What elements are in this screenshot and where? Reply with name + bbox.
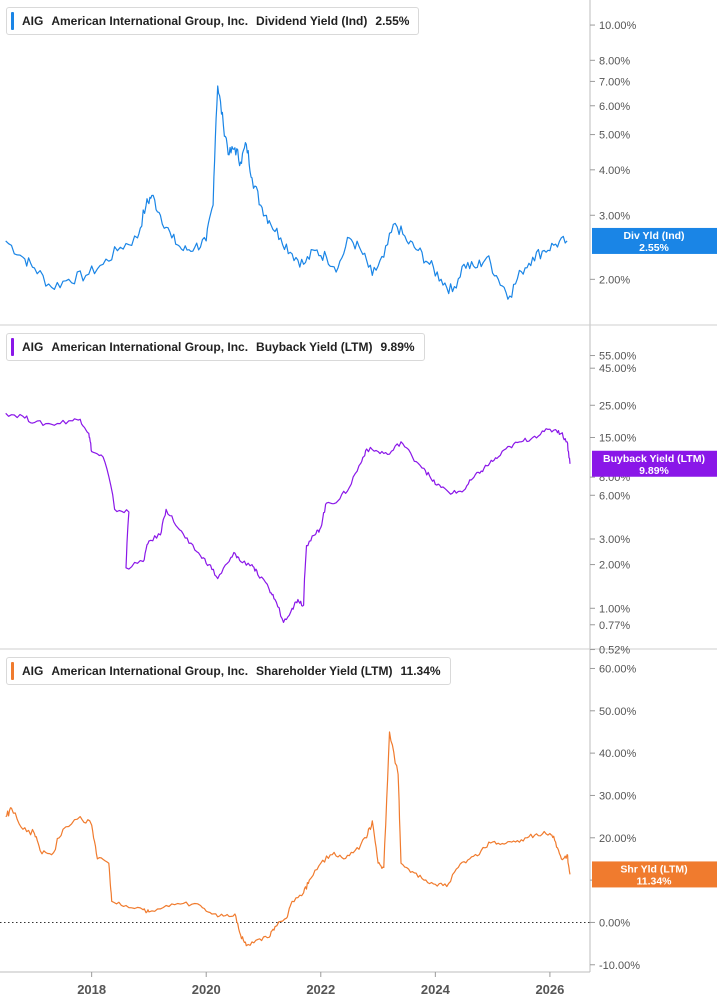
badge-series-value: 2.55% bbox=[639, 242, 669, 254]
x-tick-label: 2020 bbox=[192, 982, 221, 997]
legend-dividend-yield: AIG American International Group, Inc. D… bbox=[6, 7, 420, 35]
y-tick-label: 55.00% bbox=[599, 351, 637, 363]
y-tick-label: 15.00% bbox=[599, 432, 637, 444]
y-tick-label: 2.00% bbox=[599, 274, 630, 286]
y-tick-label: 5.00% bbox=[599, 130, 630, 142]
legend-metric: Shareholder Yield (LTM) bbox=[256, 664, 393, 678]
y-tick-label: 4.00% bbox=[599, 165, 630, 177]
legend-metric: Dividend Yield (Ind) bbox=[256, 14, 368, 28]
last-value-badge bbox=[592, 861, 717, 888]
y-tick-label: 3.00% bbox=[599, 534, 630, 546]
y-tick-label: 7.00% bbox=[599, 76, 630, 88]
legend-value: 2.55% bbox=[375, 14, 410, 28]
legend-ticker: AIG bbox=[22, 14, 44, 28]
y-tick-label: 2.00% bbox=[599, 560, 630, 572]
dividend-yield-panel: 10.00% 8.00% 7.00% 6.00% 5.00% 4.00% 3.00% 2.00… bbox=[5, 20, 717, 300]
y-tick-label: 60.00% bbox=[599, 663, 637, 675]
y-tick-label: 45.00% bbox=[599, 363, 637, 375]
legend-color-swatch bbox=[11, 12, 14, 30]
x-axis: 2018 2020 2022 2024 2026 bbox=[77, 972, 564, 997]
legend-ticker: AIG bbox=[22, 664, 44, 678]
badge-series-value: 11.34% bbox=[636, 875, 672, 887]
badge-series-name: Buyback Yield (LTM) bbox=[603, 453, 705, 465]
y-tick-label: 20.00% bbox=[599, 833, 637, 845]
legend-company: American International Group, Inc. bbox=[51, 664, 249, 678]
x-tick-label: 2018 bbox=[77, 982, 106, 997]
y-tick-label: 40.00% bbox=[599, 748, 637, 760]
series-line bbox=[5, 412, 571, 623]
y-tick-label: 0.52% bbox=[599, 645, 630, 657]
last-value-badge bbox=[592, 450, 717, 477]
legend-color-swatch bbox=[11, 662, 14, 680]
series-line bbox=[5, 85, 568, 300]
legend-shareholder-yield: AIG American International Group, Inc. S… bbox=[6, 657, 451, 685]
badge-series-value: 9.89% bbox=[639, 465, 669, 477]
y-tick-label: 1.00% bbox=[599, 603, 630, 615]
y-tick-label: 6.00% bbox=[599, 490, 630, 502]
x-tick-label: 2024 bbox=[421, 982, 451, 997]
x-tick-label: 2026 bbox=[535, 982, 564, 997]
y-tick-label: 3.00% bbox=[599, 210, 630, 222]
y-tick-label: 25.00% bbox=[599, 400, 637, 412]
y-tick-label: 30.00% bbox=[599, 790, 637, 802]
y-tick-label: 8.00% bbox=[599, 55, 630, 67]
badge-series-name: Shr Yld (LTM) bbox=[620, 863, 687, 875]
last-value-badge bbox=[592, 227, 717, 254]
shareholder-yield-panel: 60.00%50.00%40.00%30.00%20.00%10.00%0.00… bbox=[0, 663, 717, 972]
y-tick-label: -10.00% bbox=[599, 960, 640, 972]
legend-buyback-yield: AIG American International Group, Inc. B… bbox=[6, 333, 425, 361]
legend-ticker: AIG bbox=[22, 340, 44, 354]
y-tick-label: 50.00% bbox=[599, 706, 637, 718]
series-line bbox=[5, 731, 571, 947]
y-tick-label: 10.00% bbox=[599, 20, 637, 32]
legend-metric: Buyback Yield (LTM) bbox=[256, 340, 373, 354]
legend-company: American International Group, Inc. bbox=[51, 14, 249, 28]
legend-value: 9.89% bbox=[380, 340, 415, 354]
legend-company: American International Group, Inc. bbox=[51, 340, 249, 354]
legend-color-swatch bbox=[11, 338, 14, 356]
y-tick-label: 0.00% bbox=[599, 917, 630, 929]
y-tick-label: 0.77% bbox=[599, 620, 630, 632]
badge-series-name: Div Yld (Ind) bbox=[623, 230, 684, 242]
x-tick-label: 2022 bbox=[306, 982, 335, 997]
y-tick-label: 6.00% bbox=[599, 101, 630, 113]
legend-value: 11.34% bbox=[400, 664, 441, 678]
buyback-yield-panel: 55.00%45.00%25.00%15.00%8.00%6.00%3.00%2… bbox=[5, 351, 717, 657]
